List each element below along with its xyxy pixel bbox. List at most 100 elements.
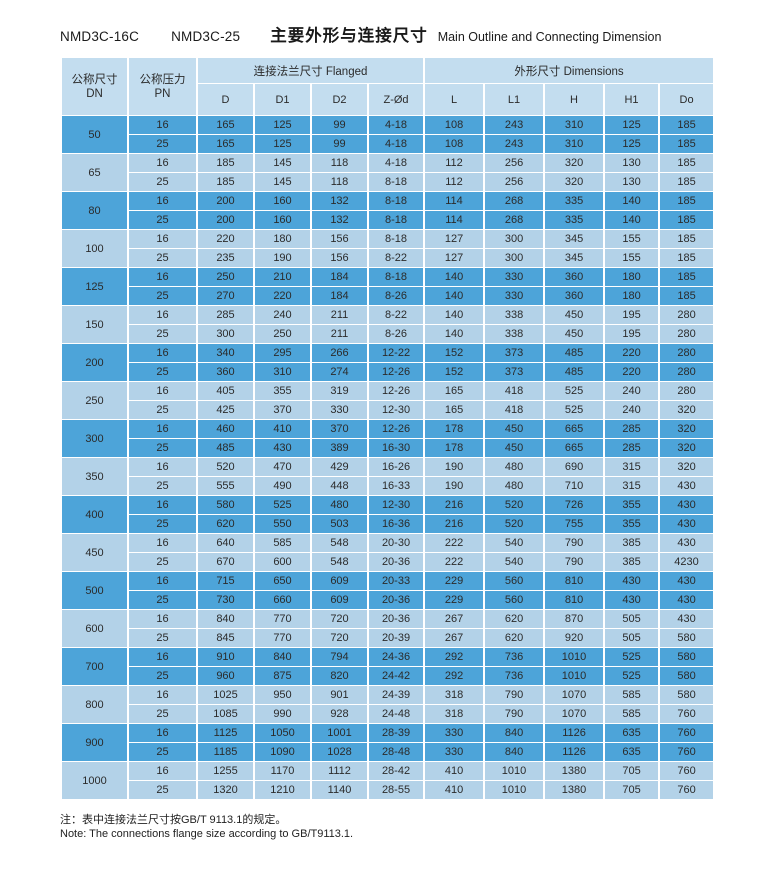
- cell-pn: 16: [127, 647, 198, 667]
- cell-pn: 16: [127, 533, 198, 553]
- column-header-l1: L1: [483, 83, 546, 116]
- cell-value: 1140: [310, 780, 369, 800]
- cell-value: 108: [423, 134, 486, 154]
- table-row-dn900-pn25: 25 1185 1090 1028 28-48 330 840 1126 635 760: [61, 742, 716, 762]
- cell-value: 8-26: [366, 324, 426, 344]
- note-english: Note: The connections flange size accord…: [60, 828, 354, 840]
- cell-value: 132: [310, 210, 369, 230]
- cell-value: 485: [543, 343, 606, 363]
- cell-value: 555: [196, 476, 255, 496]
- cell-value: 1125: [196, 723, 255, 743]
- cell-value: 28-42: [366, 761, 426, 781]
- cell-pn: 25: [127, 324, 198, 344]
- cell-value: 185: [196, 153, 255, 173]
- cell-pn: 25: [127, 514, 198, 534]
- table-row-dn800-pn16: 800 16 1025 950 901 24-39 318 790 1070 585 580: [60, 685, 716, 724]
- cell-value: 540: [483, 533, 546, 553]
- cell-value: 28-55: [366, 780, 426, 800]
- cell-value: 760: [658, 723, 716, 743]
- cell-value: 355: [603, 514, 661, 534]
- cell-value: 125: [253, 115, 312, 135]
- cell-pn: 16: [127, 305, 198, 325]
- cell-value: 1070: [543, 685, 606, 705]
- cell-value: 268: [483, 210, 546, 230]
- cell-value: 370: [310, 419, 369, 439]
- cell-value: 292: [423, 666, 486, 686]
- cell-value: 20-36: [366, 552, 426, 572]
- cell-value: 840: [253, 647, 312, 667]
- cell-value: 540: [483, 552, 546, 572]
- cell-value: 794: [310, 647, 369, 667]
- cell-value: 210: [253, 267, 312, 287]
- cell-dn: 450: [60, 533, 129, 572]
- cell-value: 820: [310, 666, 369, 686]
- table-row-dn100-pn25: 25 235 190 156 8-22 127 300 345 155 185: [61, 248, 716, 268]
- cell-value: 525: [603, 647, 661, 667]
- cell-pn: 16: [127, 115, 198, 135]
- cell-value: 525: [543, 381, 606, 401]
- cell-value: 520: [483, 495, 546, 515]
- cell-pn: 25: [127, 780, 198, 800]
- cell-value: 405: [196, 381, 255, 401]
- cell-dn: 350: [60, 457, 129, 496]
- cell-value: 195: [603, 305, 661, 325]
- cell-value: 292: [423, 647, 486, 667]
- cell-value: 520: [483, 514, 546, 534]
- cell-value: 274: [310, 362, 369, 382]
- cell-value: 310: [253, 362, 312, 382]
- cell-value: 240: [253, 305, 312, 325]
- cell-value: 4-18: [366, 115, 426, 135]
- cell-value: 300: [196, 324, 255, 344]
- cell-dn: 600: [60, 609, 129, 648]
- cell-value: 450: [543, 305, 606, 325]
- cell-value: 840: [483, 742, 546, 762]
- cell-value: 335: [543, 191, 606, 211]
- cell-value: 16-33: [366, 476, 426, 496]
- cell-value: 430: [253, 438, 312, 458]
- table-row-dn400-pn25: 25 620 550 503 16-36 216 520 755 355 430: [61, 514, 716, 534]
- cell-value: 1050: [253, 723, 312, 743]
- cell-value: 345: [543, 229, 606, 249]
- cell-value: 726: [543, 495, 606, 515]
- table-row-dn200-pn16: 200 16 340 295 266 12-22 152 373 485 220 280: [60, 343, 716, 382]
- cell-value: 300: [483, 248, 546, 268]
- table-row-dn200-pn25: 25 360 310 274 12-26 152 373 485 220 280: [61, 362, 716, 382]
- cell-value: 425: [196, 400, 255, 420]
- cell-value: 470: [253, 457, 312, 477]
- cell-value: 418: [483, 381, 546, 401]
- cell-value: 267: [423, 628, 486, 648]
- cell-value: 220: [603, 343, 661, 363]
- cell-value: 560: [483, 571, 546, 591]
- cell-value: 216: [423, 514, 486, 534]
- cell-value: 790: [483, 685, 546, 705]
- cell-value: 1255: [196, 761, 255, 781]
- cell-value: 156: [310, 229, 369, 249]
- cell-value: 790: [543, 552, 606, 572]
- cell-value: 548: [310, 552, 369, 572]
- cell-value: 243: [483, 134, 546, 154]
- cell-value: 180: [603, 267, 661, 287]
- cell-value: 220: [196, 229, 255, 249]
- cell-value: 160: [253, 191, 312, 211]
- cell-value: 114: [423, 191, 486, 211]
- column-header-d: D: [196, 83, 255, 116]
- cell-value: 410: [423, 780, 486, 800]
- cell-dn: 400: [60, 495, 129, 534]
- cell-value: 609: [310, 571, 369, 591]
- cell-value: 20-33: [366, 571, 426, 591]
- cell-value: 580: [658, 685, 716, 705]
- title-chinese: 主要外形与连接尺寸: [270, 27, 428, 45]
- cell-value: 1070: [543, 704, 606, 724]
- table-row-dn800-pn25: 25 1085 990 928 24-48 318 790 1070 585 760: [61, 704, 716, 724]
- table-row-dn300-pn25: 25 485 430 389 16-30 178 450 665 285 320: [61, 438, 716, 458]
- cell-value: 165: [196, 134, 255, 154]
- cell-value: 340: [196, 343, 255, 363]
- cell-value: 330: [483, 267, 546, 287]
- cell-dn: 100: [60, 229, 129, 268]
- column-header-h1: H1: [603, 83, 661, 116]
- cell-value: 430: [603, 571, 661, 591]
- cell-value: 665: [543, 438, 606, 458]
- column-header-dn-cn: 公称尺寸: [71, 73, 118, 86]
- cell-value: 338: [483, 305, 546, 325]
- cell-value: 8-26: [366, 286, 426, 306]
